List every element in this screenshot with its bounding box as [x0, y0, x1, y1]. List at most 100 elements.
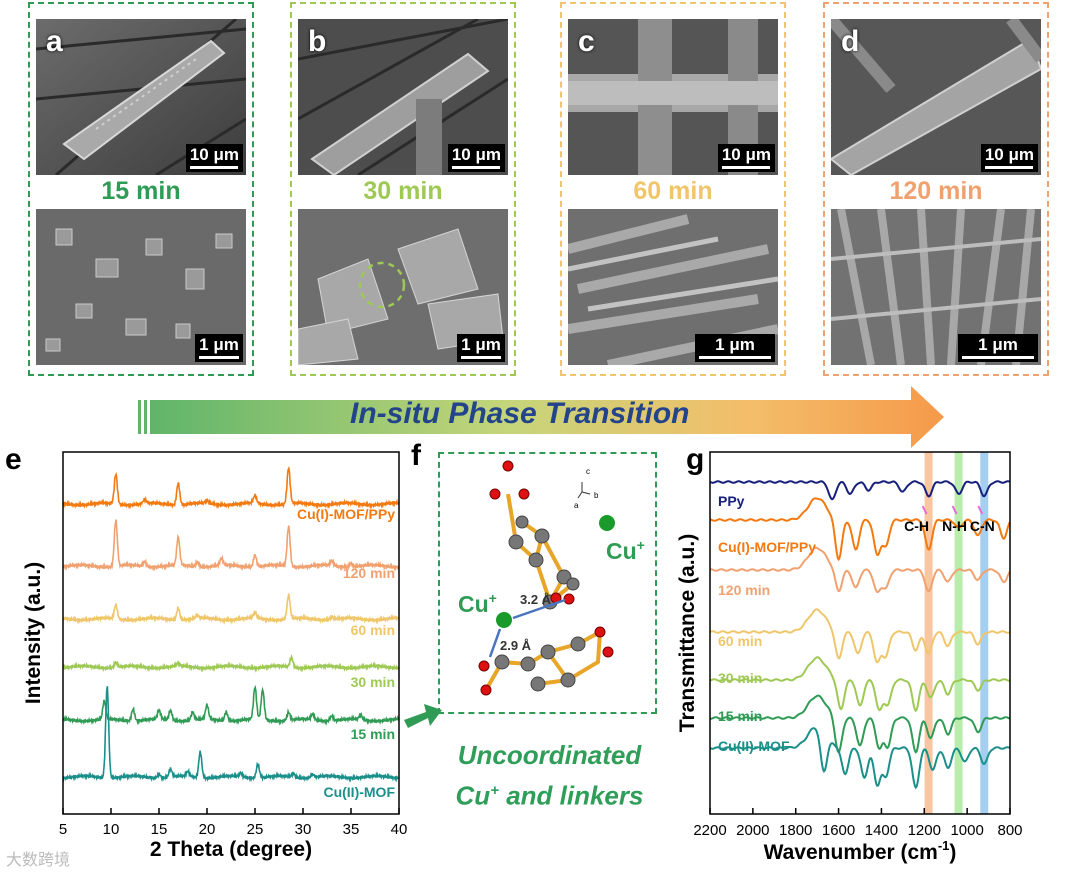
xrd-x-tick-label: 35	[343, 821, 360, 838]
xrd-series-line	[62, 465, 400, 510]
xrd-x-tick-label: 5	[59, 821, 67, 838]
sem-image-d-low-mag: d 10 μm	[831, 19, 1041, 175]
ftir-band-highlight	[924, 452, 933, 814]
panel-letter-d: d	[841, 25, 860, 58]
ftir-band-label: N-H	[942, 518, 967, 534]
ftir-series-label: 30 min	[718, 670, 762, 686]
xrd-x-tick-label: 25	[247, 821, 264, 838]
ftir-chart: C-H N-H C-N PPy Cu(I)-MOF/PPy 120 min 60 min 30…	[676, 451, 1023, 864]
xrd-x-tick-label: 10	[103, 821, 120, 838]
uncoordinated-caption: Uncoordinated Cu+ and linkers	[437, 737, 662, 814]
distance-arrow-1	[512, 598, 566, 620]
ftir-x-tick-label: 2000	[736, 822, 769, 839]
xrd-x-axis-label: 2 Theta (degree)	[150, 838, 312, 861]
phase-transition-arrow	[138, 386, 944, 448]
phase-transition-label: In-situ Phase Transition	[350, 397, 690, 430]
xrd-y-axis-label: Intensity (a.u.)	[22, 562, 45, 704]
scale-bar-a-bottom: 1 μm	[195, 334, 243, 362]
crystal-structure: c b a Cu+ Cu+ 3.2 Å 2.9 Å	[458, 460, 645, 696]
xrd-plot-frame	[62, 451, 400, 815]
ftir-band-label: C-N	[970, 518, 995, 534]
xrd-series-label: 60 min	[351, 622, 395, 638]
cu-label-right: Cu+	[606, 537, 645, 564]
ftir-band-label: C-H	[904, 518, 929, 534]
scale-bar-a-top: 10 μm	[185, 144, 243, 172]
green-pointer-arrow	[404, 704, 442, 728]
panel-letter-e: e	[5, 443, 22, 476]
panel-letter-f: f	[411, 439, 421, 472]
ftir-band-pointer	[921, 505, 928, 515]
xrd-series-label: 120 min	[343, 565, 395, 581]
cu-label-left: Cu+	[458, 590, 497, 617]
sem-panel-c: c 10 μm 60 min 1 μm	[560, 2, 786, 376]
time-label-30: 30 min	[363, 177, 443, 205]
uncoordinated-line-2: Cu+ and linkers	[455, 780, 644, 811]
ftir-x-tick-label: 2200	[693, 822, 726, 839]
ftir-x-tick-label: 1600	[822, 822, 855, 839]
sem-image-d-high-mag: 1 μm	[831, 209, 1041, 365]
xrd-series-line	[62, 654, 400, 673]
cu-ion-right	[599, 515, 615, 531]
axis-label-c: c	[586, 467, 590, 476]
uncoordinated-line-1: Uncoordinated	[457, 740, 642, 770]
ftir-series-label: Cu(II)-MOF	[718, 738, 790, 754]
scale-bar-c-top: 10 μm	[717, 144, 775, 172]
scale-bar-c-bottom: 1 μm	[695, 334, 775, 362]
xrd-chart: Cu(I)-MOF/PPy 120 min 60 min 30 min 15 min Cu…	[22, 451, 408, 861]
sem-panel-d: d 10 μm 120 min 1 μm	[823, 2, 1049, 376]
ftir-series-line	[709, 727, 1011, 790]
ftir-series-line	[709, 656, 1011, 713]
panel-letter-a: a	[46, 25, 63, 58]
ftir-series-label: PPy	[718, 493, 745, 509]
axis-label-b: b	[594, 491, 599, 500]
xrd-series-label: 30 min	[351, 674, 395, 690]
panel-letter-c: c	[578, 25, 595, 58]
scale-bar-b-top: 10 μm	[447, 144, 505, 172]
xrd-series-line	[62, 686, 399, 783]
panel-letter-b: b	[308, 25, 327, 58]
xrd-x-tick-label: 40	[391, 821, 408, 838]
distance-label-1: 3.2 Å	[520, 592, 552, 607]
distance-label-2: 2.9 Å	[500, 638, 532, 653]
xrd-series-line	[62, 684, 400, 726]
ftir-plot-frame	[709, 451, 1011, 815]
distance-arrow-2	[488, 628, 502, 658]
ftir-x-tick-label: 1800	[779, 822, 812, 839]
ftir-series-line	[709, 480, 1011, 501]
xrd-x-tick-label: 15	[151, 821, 168, 838]
ftir-series-line	[709, 694, 1011, 754]
xrd-series-label: 15 min	[351, 726, 395, 742]
scale-bar-d-bottom: 1 μm	[958, 334, 1038, 362]
structure-panel-frame	[438, 452, 657, 714]
ftir-series-label: Cu(I)-MOF/PPy	[718, 539, 816, 555]
time-label-60: 60 min	[633, 177, 713, 205]
sem-panel-b: b 10 μm 30 min 1 μm	[290, 2, 516, 376]
ftir-y-axis-label: Transmittance (a.u.)	[676, 534, 699, 732]
ftir-series-line	[709, 546, 1011, 594]
scale-bar-d-top: 10 μm	[980, 144, 1038, 172]
ftir-x-axis-label: Wavenumber (cm-1)	[764, 838, 957, 864]
panel-letter-g: g	[686, 443, 705, 476]
ftir-series-label: 60 min	[718, 633, 762, 649]
sem-panel-a: a 10 μm 15 min 1 μm	[28, 2, 254, 376]
xrd-x-tick-label: 20	[199, 821, 216, 838]
ftir-band-pointer	[977, 505, 984, 515]
sem-image-c-high-mag: 1 μm	[568, 209, 778, 365]
watermark: 大数跨境	[6, 852, 71, 869]
ftir-x-tick-label: 1400	[865, 822, 898, 839]
ftir-x-tick-label: 1200	[908, 822, 941, 839]
sem-image-a-low-mag: a 10 μm	[36, 19, 246, 175]
time-label-120: 120 min	[889, 177, 983, 205]
xrd-series-label: Cu(I)-MOF/PPy	[297, 506, 395, 522]
sem-image-b-low-mag: b 10 μm	[298, 19, 508, 175]
time-label-15: 15 min	[101, 177, 181, 205]
ftir-band-pointer	[951, 505, 958, 515]
sem-image-b-high-mag: 1 μm	[298, 209, 508, 365]
sem-image-c-low-mag: c 10 μm	[568, 19, 778, 175]
scale-bar-b-bottom: 1 μm	[457, 334, 505, 362]
sem-image-a-high-mag: 1 μm	[36, 209, 246, 365]
cu-ion-left	[496, 612, 512, 628]
ftir-x-tick-label: 1000	[950, 822, 983, 839]
xrd-series-label: Cu(II)-MOF	[323, 784, 395, 800]
ftir-x-tick-label: 800	[997, 822, 1022, 839]
